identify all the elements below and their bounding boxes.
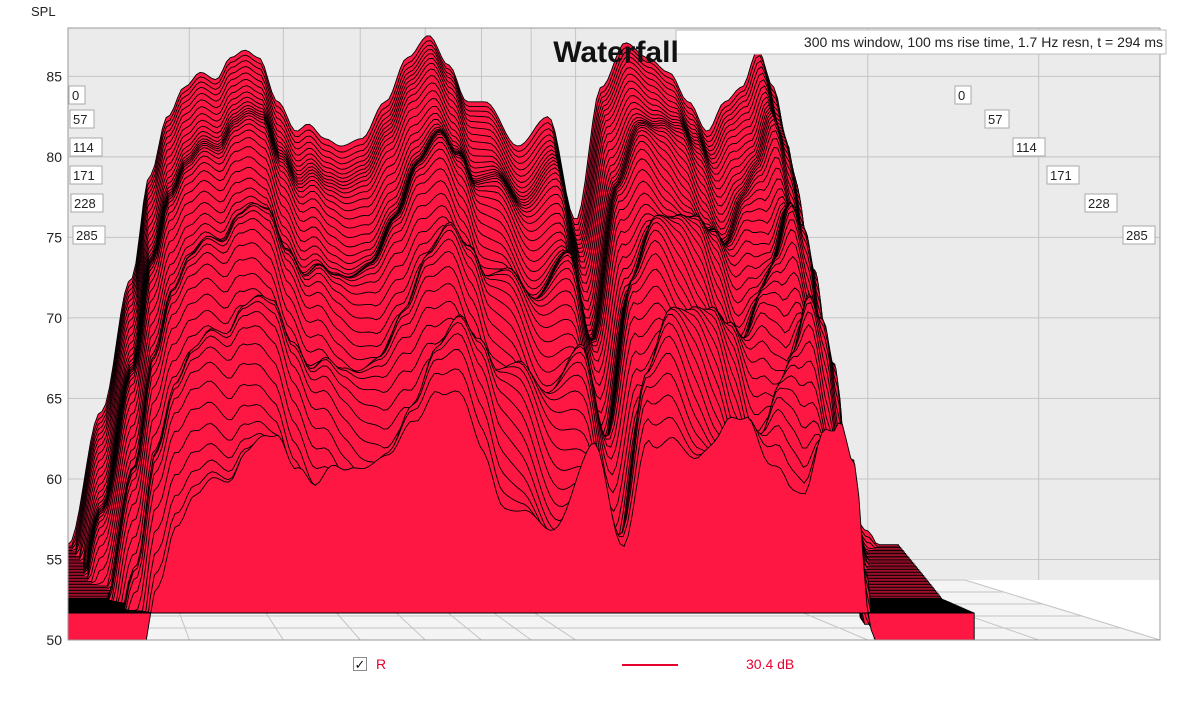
y-tick-label: 75 — [46, 229, 62, 245]
time-label-box — [984, 109, 1010, 129]
time-labels-right: 0 57 114 171 228 285 — [954, 85, 1156, 245]
series-r-label: R — [376, 656, 387, 672]
y-tick-label: 70 — [46, 310, 62, 326]
time-label-left: 57 — [73, 112, 87, 127]
legend: ✓ R 30.4 dB — [0, 655, 1200, 681]
y-tick-label: 65 — [46, 390, 62, 406]
time-label-box — [1012, 137, 1046, 157]
time-label-left: 0 — [72, 88, 79, 103]
time-label-right: 228 — [1088, 196, 1110, 211]
time-label-left: 285 — [76, 228, 98, 243]
time-label-right: 285 — [1126, 228, 1148, 243]
chart-title: Waterfall — [553, 36, 679, 69]
time-label-left: 114 — [73, 140, 94, 155]
time-label-left: 171 — [73, 168, 95, 183]
y-tick-label: 85 — [46, 68, 62, 84]
time-label-box — [70, 193, 104, 213]
time-labels-left: 0 57 114 171 228 285 — [68, 85, 106, 245]
plot-frame — [67, 27, 1161, 641]
time-label-box — [69, 109, 95, 129]
time-label-box — [69, 137, 103, 157]
time-label-box — [68, 85, 86, 105]
y-tick-label: 55 — [46, 551, 62, 567]
axes: 5055606570758085304050607080901002003004… — [46, 27, 1161, 648]
time-label-box — [1046, 165, 1080, 185]
series-r-checkbox[interactable]: ✓ — [353, 656, 367, 672]
time-label-right: 171 — [1050, 168, 1072, 183]
legend-line-swatch — [622, 664, 678, 666]
y-tick-label: 50 — [46, 632, 62, 648]
y-tick-label: 60 — [46, 471, 62, 487]
waterfall-surface — [67, 35, 975, 641]
time-label-box — [72, 225, 106, 245]
floor-gridline — [964, 579, 1161, 641]
waterfall-slice — [67, 390, 975, 641]
waterfall-chart: 0 57 114 171 228 285 0 57 114 171 228 285 50 55 60 65… — [31, 4, 1167, 648]
chart-subtitle: 300 ms window, 100 ms rise time, 1.7 Hz … — [804, 34, 1163, 50]
time-label-right: 0 — [958, 88, 965, 103]
time-label-right: 57 — [988, 112, 1002, 127]
time-label-box — [954, 85, 972, 105]
time-label-right: 114 — [1016, 140, 1037, 155]
time-label-box — [69, 165, 103, 185]
time-label-left: 228 — [74, 196, 96, 211]
subtitle-box — [675, 29, 1167, 55]
legend-value: 30.4 dB — [746, 656, 795, 672]
y-tick-label: 80 — [46, 149, 62, 165]
time-label-box — [1084, 193, 1118, 213]
y-axis-label: SPL — [31, 4, 56, 19]
time-label-box — [1122, 225, 1156, 245]
